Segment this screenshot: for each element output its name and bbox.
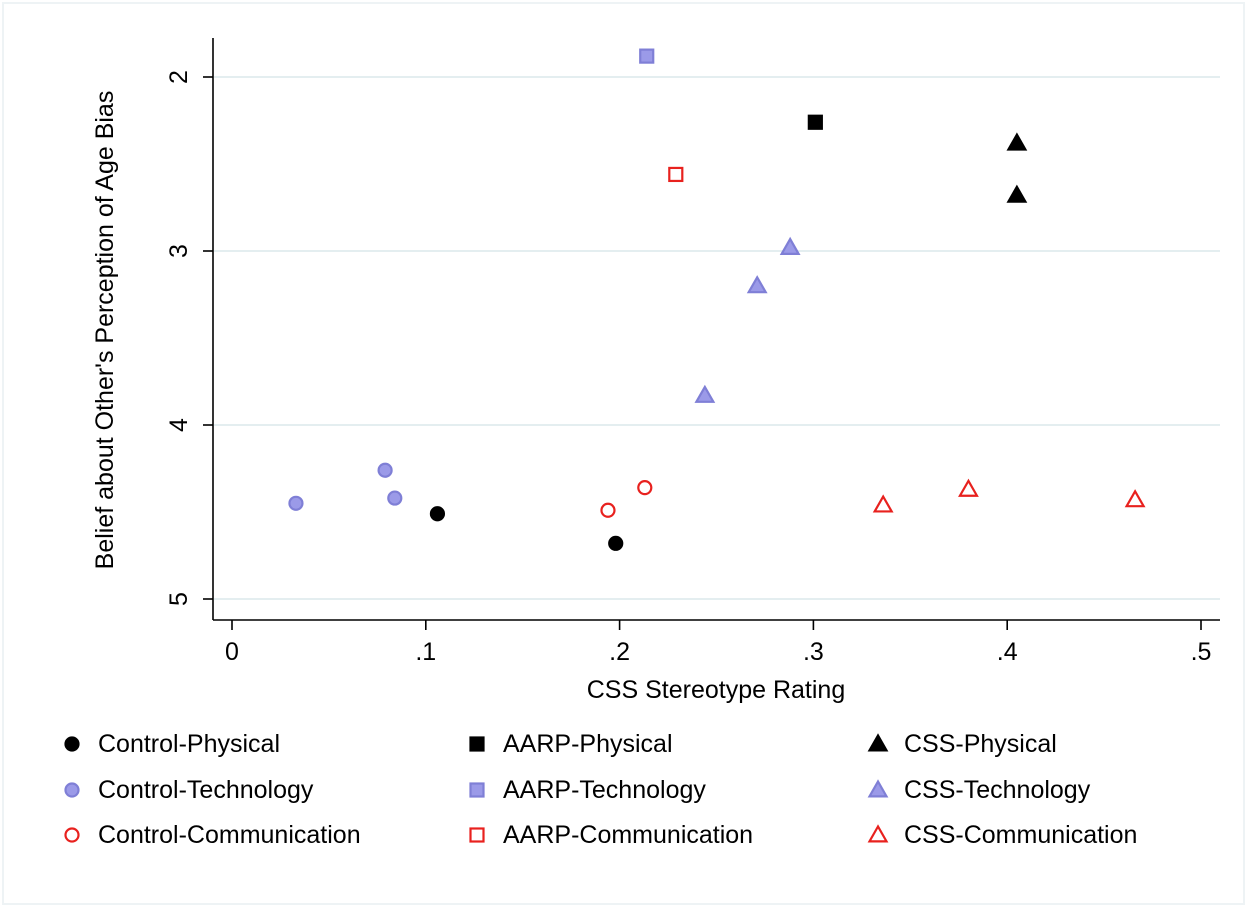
legend-item: CSS-Technology [867, 776, 1091, 804]
x-tick-label: 0 [225, 638, 239, 666]
x-tick-label: .5 [1191, 638, 1212, 666]
legend-item: AARP-Communication [469, 821, 753, 849]
data-point-circle [429, 506, 446, 522]
data-point-square [639, 48, 655, 64]
x-tick-label: .1 [415, 638, 436, 666]
data-points [288, 48, 1146, 551]
legend-marker-circle [64, 827, 80, 843]
x-axis-ticks: 0 .1 .2 .3 .4 .5 [225, 620, 1211, 666]
x-tick-label: .4 [997, 638, 1018, 666]
legend-label: Control-Physical [98, 730, 280, 758]
data-point-triangle [779, 236, 801, 255]
legend-label: AARP-Physical [503, 730, 673, 758]
data-point-triangle [872, 494, 894, 513]
legend-item: AARP-Technology [469, 776, 706, 804]
data-point-circle [288, 495, 304, 511]
legend-marker-circle [64, 736, 80, 752]
data-point-square [668, 166, 684, 183]
data-point-triangle [1006, 132, 1028, 151]
legend-marker-circle [64, 782, 80, 798]
legend: Control-Physical AARP-Physical CSS-Physica… [64, 730, 1137, 849]
y-tick-label: 5 [165, 592, 193, 606]
data-point-triangle [746, 275, 768, 294]
legend-item: CSS-Physical [867, 730, 1057, 758]
legend-label: Control-Communication [98, 821, 361, 849]
data-point-circle [608, 535, 624, 551]
data-point-triangle [1124, 489, 1146, 508]
x-axis-title: CSS Stereotype Rating [587, 676, 845, 704]
legend-label: CSS-Physical [904, 730, 1057, 758]
legend-item: CSS-Communication [867, 821, 1137, 849]
data-point-circle [377, 462, 393, 478]
data-point-circle [637, 480, 653, 496]
legend-label: AARP-Technology [503, 776, 706, 804]
y-tick-label: 4 [165, 418, 193, 432]
legend-item: AARP-Physical [469, 730, 673, 758]
legend-label: AARP-Communication [503, 821, 753, 849]
legend-item: Control-Technology [64, 776, 314, 804]
data-point-circle [600, 502, 616, 518]
legend-marker-square [469, 782, 485, 798]
data-point-triangle [958, 478, 979, 497]
legend-marker-triangle [867, 824, 889, 843]
legend-item: Control-Communication [64, 821, 361, 849]
legend-marker-triangle [867, 779, 889, 798]
legend-label: CSS-Communication [904, 821, 1137, 849]
legend-label: Control-Technology [98, 776, 314, 804]
y-axis-title: Belief about Other's Perception of Age B… [91, 91, 119, 570]
y-tick-label: 2 [165, 70, 193, 84]
legend-marker-square [469, 736, 485, 752]
y-axis-ticks: 2 3 4 5 [165, 70, 213, 606]
x-tick-label: .3 [803, 638, 824, 666]
x-tick-label: .2 [609, 638, 630, 666]
data-point-triangle [694, 384, 716, 403]
grid-lines [214, 76, 1220, 600]
legend-item: Control-Physical [64, 730, 280, 758]
legend-label: CSS-Technology [904, 776, 1091, 804]
data-point-square [807, 114, 823, 130]
y-tick-label: 3 [165, 244, 193, 258]
data-point-circle [387, 490, 403, 506]
legend-marker-triangle [867, 733, 889, 752]
legend-marker-square [469, 827, 485, 843]
data-point-triangle [1006, 184, 1028, 203]
